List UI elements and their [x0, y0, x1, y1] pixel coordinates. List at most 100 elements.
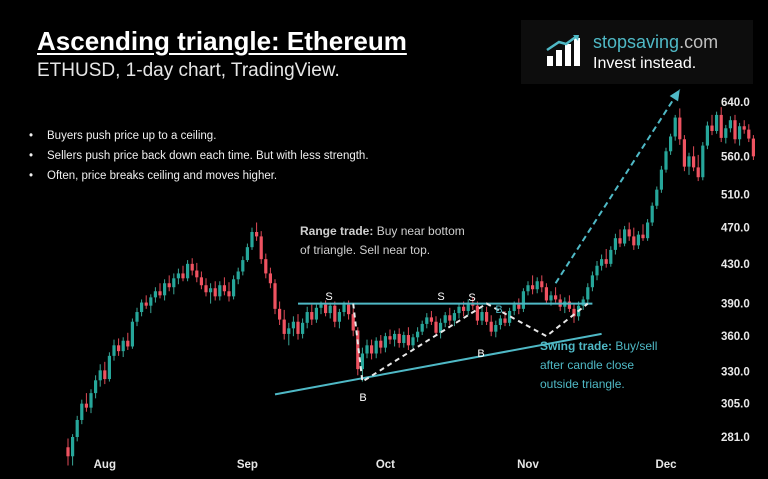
candle: [682, 135, 686, 172]
candle: [112, 339, 116, 361]
brand-tagline: Invest instead.: [593, 55, 697, 72]
x-tick-label: Dec: [655, 459, 677, 471]
candle: [425, 313, 429, 329]
candle: [232, 275, 236, 300]
candle: [365, 339, 369, 359]
candle: [282, 309, 286, 340]
candle: [337, 308, 341, 329]
candle: [609, 246, 613, 267]
candle: [618, 229, 622, 248]
candle: [301, 318, 305, 339]
candle: [590, 271, 594, 292]
candle: [554, 287, 558, 303]
candle: [719, 107, 723, 143]
candle: [268, 267, 272, 289]
candle: [475, 301, 479, 326]
candle: [333, 301, 337, 328]
candle: [374, 337, 378, 359]
candle: [623, 225, 627, 247]
candle: [379, 335, 383, 354]
candle: [314, 304, 318, 323]
y-tick-label: 360.0: [721, 331, 750, 343]
y-tick-label: 330.0: [721, 367, 750, 379]
candle: [544, 283, 548, 304]
candle: [75, 415, 79, 442]
breakout-arrow: [554, 88, 681, 284]
breakout-arrowhead: [669, 89, 680, 102]
x-tick-label: Oct: [376, 459, 395, 471]
y-tick-label: 430.0: [721, 259, 750, 271]
candle: [291, 316, 295, 337]
swing-trade-annotation: Swing trade: Buy/sell: [540, 339, 657, 353]
candle: [411, 333, 415, 349]
candle: [144, 295, 148, 309]
candle: [692, 146, 696, 172]
candle: [696, 154, 700, 182]
candle: [595, 261, 599, 281]
candle: [678, 108, 682, 145]
candle: [429, 310, 433, 326]
range-trade-annotation-line2: of triangle. Sell near top.: [300, 243, 430, 257]
candle: [664, 147, 668, 173]
candle: [163, 279, 167, 301]
point-label: S: [325, 291, 332, 303]
candle: [383, 332, 387, 353]
candle: [535, 277, 539, 294]
candle: [328, 302, 332, 319]
y-tick-label: 305.0: [721, 399, 750, 411]
candle: [517, 298, 521, 315]
brand-name: stopsaving.com: [593, 32, 719, 52]
candle: [158, 283, 162, 299]
candle: [71, 434, 75, 466]
point-label: B: [495, 304, 502, 316]
point-labels: S B S S B B: [325, 291, 502, 404]
candle: [98, 364, 102, 387]
candle: [632, 227, 636, 250]
y-tick-label: 640.0: [721, 97, 750, 109]
candle: [420, 320, 424, 336]
candle: [705, 121, 709, 150]
chart-title: Ascending triangle: Ethereum: [37, 26, 407, 56]
x-tick-label: Aug: [94, 459, 116, 471]
candle: [227, 282, 231, 302]
candle: [305, 306, 309, 329]
y-tick-label: 281.0: [721, 432, 750, 444]
candle: [186, 260, 190, 282]
candle: [751, 135, 755, 160]
y-axis: 640.0 560.0 510.0 470.0 430.0 390.0 360.0 330.0…: [721, 97, 750, 444]
candle: [273, 279, 277, 315]
candle: [641, 224, 645, 241]
candle: [402, 331, 406, 348]
candle: [406, 327, 410, 350]
candle: [126, 332, 130, 350]
y-tick-label: 390.0: [721, 299, 750, 311]
support-line: [274, 332, 602, 396]
candle: [84, 393, 88, 412]
bullet-item: Sellers push price back down each time. …: [25, 146, 369, 166]
swing-trade-annotation-line3: outside triangle.: [540, 377, 625, 391]
candle: [287, 322, 291, 346]
candle: [586, 283, 590, 304]
range-trade-path: [352, 302, 589, 384]
candle: [738, 122, 742, 146]
candle: [728, 116, 732, 133]
candle: [172, 273, 176, 295]
candle: [724, 124, 728, 144]
candle: [236, 267, 240, 285]
bullet-item: Often, price breaks ceiling and moves hi…: [25, 166, 369, 186]
candle: [259, 231, 263, 264]
candle: [650, 202, 654, 226]
candle: [636, 231, 640, 249]
candle: [149, 294, 153, 314]
candle: [742, 120, 746, 134]
candle: [687, 152, 691, 175]
candle: [218, 281, 222, 301]
y-tick-label: 470.0: [721, 223, 750, 235]
candle: [572, 303, 576, 323]
candle: [103, 361, 107, 385]
candle: [209, 283, 213, 304]
candle: [190, 258, 194, 276]
candle: [222, 277, 226, 296]
candle: [278, 301, 282, 326]
candle: [613, 233, 617, 255]
